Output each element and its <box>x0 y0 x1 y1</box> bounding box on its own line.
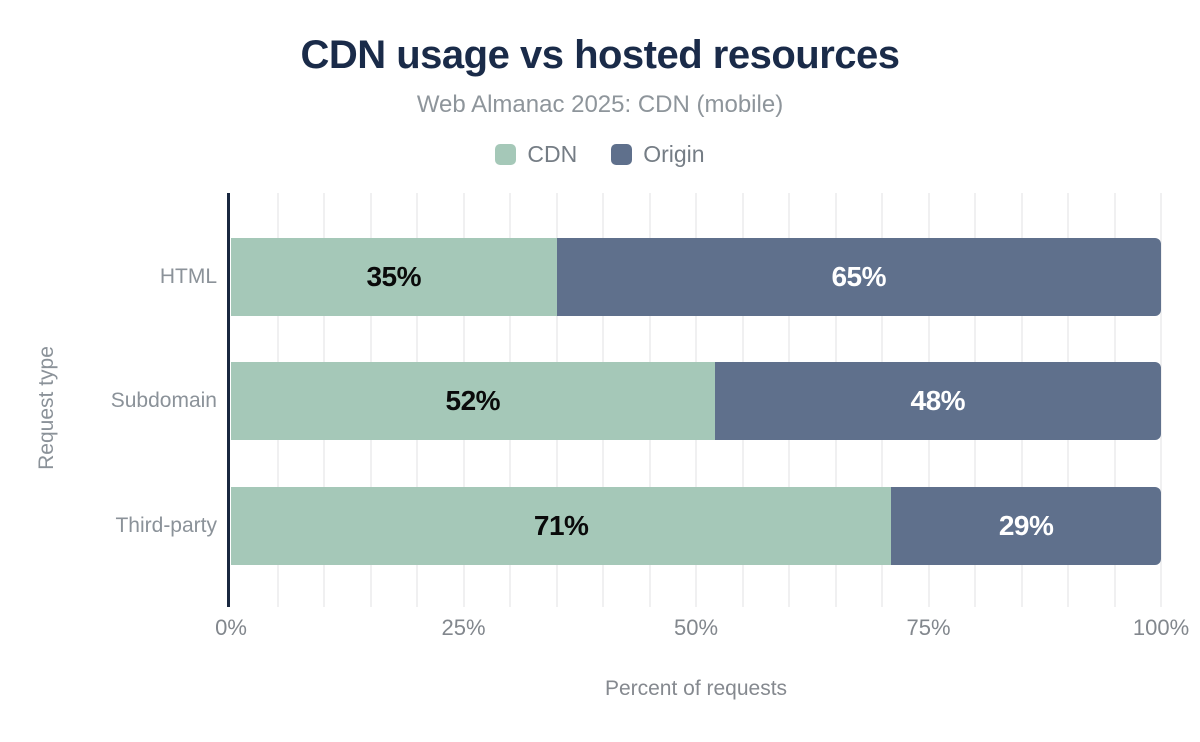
bar-row-html: 35% 65% <box>231 238 1161 316</box>
bar-segment-cdn-third-party[interactable]: 71% <box>231 487 892 565</box>
x-tick-label-25: 25% <box>441 615 486 640</box>
legend-item-origin[interactable]: Origin <box>611 141 705 168</box>
legend-label-cdn: CDN <box>527 141 578 167</box>
legend: CDN Origin <box>0 141 1200 168</box>
bar-segment-cdn-subdomain[interactable]: 52% <box>231 362 715 440</box>
x-tick-label-0: 0% <box>215 615 247 640</box>
legend-swatch-cdn <box>495 144 517 165</box>
plot-area: 35% 65% 52% 48% 71% 29% <box>227 193 1162 607</box>
category-label-html: HTML <box>159 265 217 288</box>
x-tick-label-50: 50% <box>673 615 719 640</box>
bar-segment-cdn-html[interactable]: 35% <box>231 238 557 316</box>
legend-swatch-origin <box>611 144 633 165</box>
bar-segment-origin-html[interactable]: 65% <box>556 238 1161 316</box>
legend-label-origin: Origin <box>643 141 705 167</box>
bar-segment-origin-subdomain[interactable]: 48% <box>714 362 1161 440</box>
gridline <box>1160 193 1162 607</box>
x-axis-ticks: 0% 25% 50% 75% 100% <box>215 615 1189 645</box>
bar-row-third-party: 71% 29% <box>231 487 1161 565</box>
x-tick-label-75: 75% <box>906 615 951 640</box>
bar-segment-origin-third-party[interactable]: 29% <box>891 487 1161 565</box>
legend-item-cdn[interactable]: CDN <box>495 141 577 168</box>
x-axis-title: Percent of requests <box>604 677 788 700</box>
category-label-third-party: Third-party <box>115 514 217 537</box>
y-axis-line <box>227 193 230 607</box>
bar-row-subdomain: 52% 48% <box>231 362 1161 440</box>
chart-title: CDN usage vs hosted resources <box>300 33 900 77</box>
x-tick-label-100: 100% <box>1132 615 1190 640</box>
category-axis: HTML Subdomain Third-party <box>0 193 217 607</box>
chart-subtitle: Web Almanac 2025: CDN (mobile) <box>416 91 784 118</box>
category-label-subdomain: Subdomain <box>110 389 217 412</box>
